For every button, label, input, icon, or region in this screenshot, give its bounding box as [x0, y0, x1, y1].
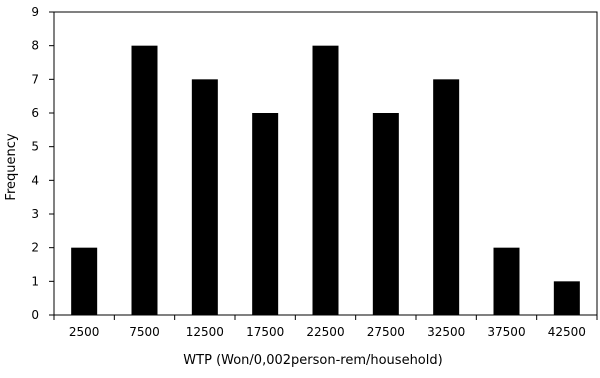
x-tick-label: 2500 [69, 325, 100, 339]
x-tick-label: 37500 [487, 325, 525, 339]
y-axis-label: Frequency [4, 133, 19, 200]
bar [191, 79, 218, 315]
y-tick-label: 9 [31, 5, 39, 19]
bar [372, 113, 399, 315]
y-tick-label: 7 [31, 72, 39, 86]
bar [553, 281, 580, 315]
y-tick-label: 4 [31, 173, 39, 187]
bar [493, 247, 520, 315]
x-tick-label: 12500 [186, 325, 224, 339]
x-tick-label: 17500 [246, 325, 284, 339]
x-tick-label: 27500 [367, 325, 405, 339]
y-tick-label: 1 [31, 274, 39, 288]
bar [312, 45, 339, 316]
bar [131, 45, 158, 316]
x-tick-label: 42500 [548, 325, 586, 339]
x-axis-label: WTP (Won/0,002person-rem/household) [183, 353, 442, 368]
y-tick-label: 2 [31, 241, 39, 255]
bar [252, 113, 279, 315]
x-tick-label: 7500 [129, 325, 160, 339]
bar [433, 79, 460, 315]
y-tick-label: 3 [31, 207, 39, 221]
y-tick-label: 0 [31, 308, 39, 322]
y-tick-label: 8 [31, 39, 39, 53]
y-tick-label: 5 [31, 140, 39, 154]
bar [71, 247, 98, 315]
x-tick-label: 22500 [306, 325, 344, 339]
y-tick-label: 6 [31, 106, 39, 120]
x-tick-label: 32500 [427, 325, 465, 339]
